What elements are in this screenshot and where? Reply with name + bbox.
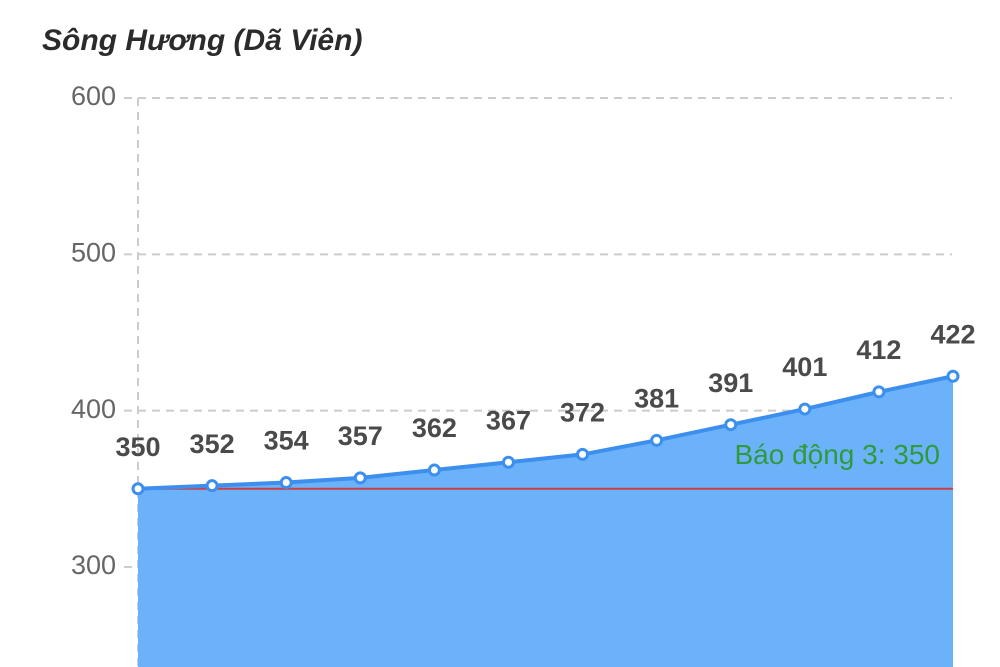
point (946, 369, 960, 383)
data-label: 381 (634, 383, 679, 413)
y-tick-label: 300 (71, 550, 116, 580)
point (798, 402, 812, 416)
y-tick-label: 600 (71, 81, 116, 111)
point (131, 482, 145, 496)
data-label: 354 (264, 426, 309, 456)
y-tick-label: 400 (71, 394, 116, 424)
data-label: 401 (782, 352, 827, 382)
reference-label: Báo động 3: 350 (734, 439, 940, 470)
point (650, 433, 664, 447)
data-label: 357 (338, 421, 383, 451)
point (501, 455, 515, 469)
point (576, 447, 590, 461)
line (137, 374, 954, 491)
data-label: 362 (412, 413, 457, 443)
point (724, 418, 738, 432)
chart-title: Sông Hương (Dã Viên) (42, 24, 362, 57)
data-label: 367 (486, 405, 531, 435)
point (427, 463, 441, 477)
point (205, 479, 219, 493)
data-label: 352 (190, 429, 235, 459)
point (872, 385, 886, 399)
data-label: 422 (930, 319, 975, 349)
data-label: 372 (560, 398, 605, 428)
area (138, 376, 953, 667)
data-label: 391 (708, 368, 753, 398)
point (279, 476, 293, 490)
data-label: 412 (856, 335, 901, 365)
data-label: 350 (115, 432, 160, 462)
point (353, 471, 367, 485)
y-tick-label: 500 (71, 237, 116, 267)
